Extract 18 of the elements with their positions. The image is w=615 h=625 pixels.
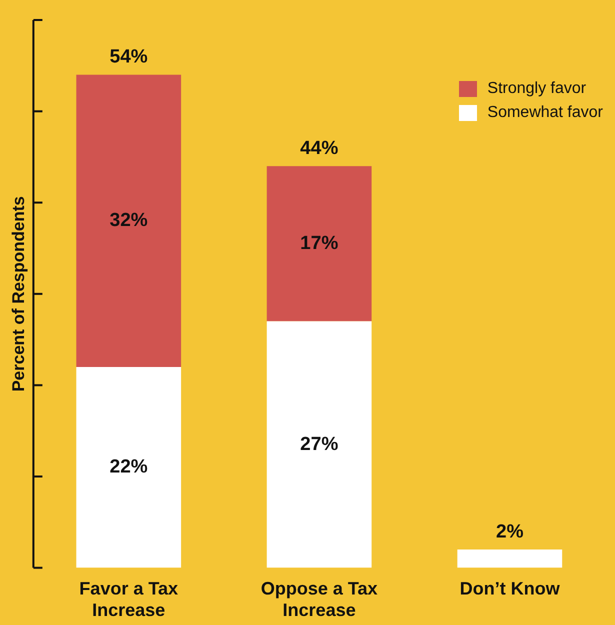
data-label: 17% [300,232,338,254]
legend-label: Somewhat favor [487,104,603,122]
x-tick-label: Favor a Tax Increase [79,578,178,620]
bar [266,321,372,568]
total-label: 54% [110,46,148,68]
bar [266,166,372,322]
y-axis-title: Percent of Respondents [8,196,28,392]
data-label: 2% [496,521,524,542]
bar [76,366,182,568]
data-label: 32% [110,210,148,232]
x-tick-label: Don’t Know [460,578,561,599]
total-label: 44% [300,138,338,159]
bar [457,550,562,568]
x-tick-label: Oppose a Tax Increase [260,578,378,620]
data-label: 22% [110,456,148,478]
bar [76,74,182,367]
legend-label: Strongly favor [487,80,586,98]
data-label: 27% [300,434,338,455]
